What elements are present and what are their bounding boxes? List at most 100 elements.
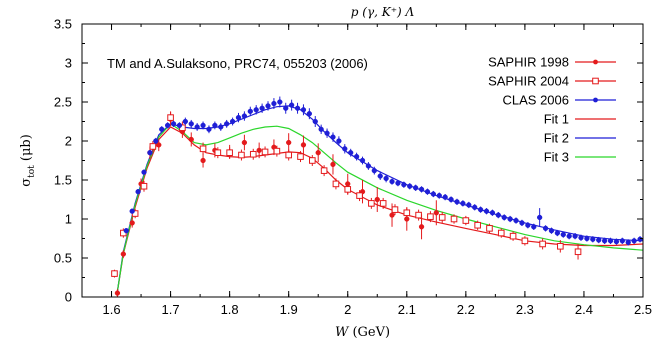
data-points <box>111 96 643 297</box>
data-point <box>566 233 572 239</box>
data-point <box>356 192 363 199</box>
data-point <box>418 224 425 230</box>
data-point <box>495 212 501 218</box>
data-point <box>472 204 478 210</box>
data-point <box>507 216 513 222</box>
data-point <box>509 232 517 240</box>
legend-label: Fit 1 <box>544 112 569 127</box>
data-point <box>265 103 271 109</box>
data-point <box>590 236 596 242</box>
data-point <box>218 124 224 130</box>
data-point <box>637 236 643 242</box>
data-point <box>450 215 458 223</box>
y-tick-label: 0 <box>65 290 72 305</box>
data-point <box>309 157 316 164</box>
chart-title: p (γ, K⁺) Λ <box>351 5 415 19</box>
data-point <box>214 149 222 156</box>
data-point <box>497 229 505 237</box>
x-tick-label: 2.3 <box>516 302 534 317</box>
data-point <box>344 186 352 193</box>
data-point <box>389 212 395 218</box>
y-tick-label: 3 <box>65 56 72 71</box>
data-point <box>625 239 631 246</box>
data-point <box>238 151 245 159</box>
x-tick-label: 2.4 <box>575 302 593 317</box>
legend-label: SAPHIR 2004 <box>488 74 569 89</box>
data-point <box>167 114 174 121</box>
legend-label: Fit 3 <box>544 150 569 165</box>
plot-frame <box>81 23 644 298</box>
data-point <box>486 225 493 232</box>
data-point <box>288 102 295 108</box>
data-point <box>368 200 375 207</box>
data-point <box>149 143 157 150</box>
data-point <box>557 243 564 250</box>
data-point <box>531 224 537 230</box>
x-tick-label: 1.8 <box>221 302 239 317</box>
data-point <box>129 208 135 214</box>
data-point <box>153 138 159 144</box>
data-point <box>578 235 584 241</box>
data-point <box>519 220 525 226</box>
data-point <box>401 182 407 188</box>
y-axis-label: σtot (μb) <box>19 134 37 187</box>
data-point <box>249 150 257 158</box>
data-point <box>613 238 620 245</box>
data-point <box>448 196 454 203</box>
data-point <box>170 121 177 127</box>
data-point <box>365 163 372 169</box>
data-point <box>427 213 434 220</box>
data-point <box>176 122 183 129</box>
data-point <box>123 228 129 234</box>
data-point <box>294 105 301 111</box>
y-tick-label: 1 <box>65 212 72 227</box>
data-point <box>389 178 395 185</box>
x-tick-label: 1.6 <box>102 302 120 317</box>
data-point <box>601 238 608 244</box>
data-point <box>395 180 401 186</box>
data-point <box>489 210 496 216</box>
data-point <box>596 237 602 243</box>
data-point <box>212 122 218 129</box>
data-point <box>315 150 321 156</box>
data-point <box>521 237 529 245</box>
x-tick-label: 2 <box>344 302 351 317</box>
data-point <box>226 149 233 156</box>
data-point <box>277 99 283 105</box>
data-point <box>330 134 336 140</box>
data-point <box>273 147 281 155</box>
data-point <box>584 235 590 242</box>
legend-marker <box>592 77 599 85</box>
data-point <box>188 136 194 143</box>
data-point <box>430 191 437 197</box>
x-axis-label-symbol: W <box>335 325 350 340</box>
data-point <box>140 182 148 190</box>
data-point <box>253 107 259 113</box>
data-point <box>206 126 212 132</box>
data-point <box>513 217 519 224</box>
y-tick-label: 3.5 <box>54 17 72 32</box>
data-point <box>539 240 546 248</box>
tick-labels: 1.6 1.7 1.8 1.9 2 2.1 2.2 2.3 2.4 2.5 0 0.5 1 1.5 2 2.5… <box>54 17 652 318</box>
data-point <box>300 142 307 148</box>
data-point <box>433 210 439 216</box>
y-axis-label-symbol: σ <box>19 178 34 187</box>
data-point <box>353 153 360 160</box>
legend-marker <box>593 59 598 65</box>
data-point <box>574 248 582 256</box>
data-point <box>424 189 431 195</box>
data-point <box>454 199 460 205</box>
data-point <box>379 200 387 207</box>
citation-annotation: TM and A.Sulaksono, PRC74, 055203 (2006) <box>107 56 368 71</box>
data-point <box>330 161 336 168</box>
data-point <box>383 175 389 182</box>
data-point <box>474 221 481 229</box>
x-axis-label-unit: (GeV) <box>348 325 390 340</box>
x-tick-label: 2.5 <box>634 302 652 317</box>
data-point <box>306 111 313 117</box>
data-point <box>477 206 484 213</box>
data-point <box>111 270 118 277</box>
data-point <box>631 238 637 244</box>
x-tick-label: 2.2 <box>457 302 475 317</box>
